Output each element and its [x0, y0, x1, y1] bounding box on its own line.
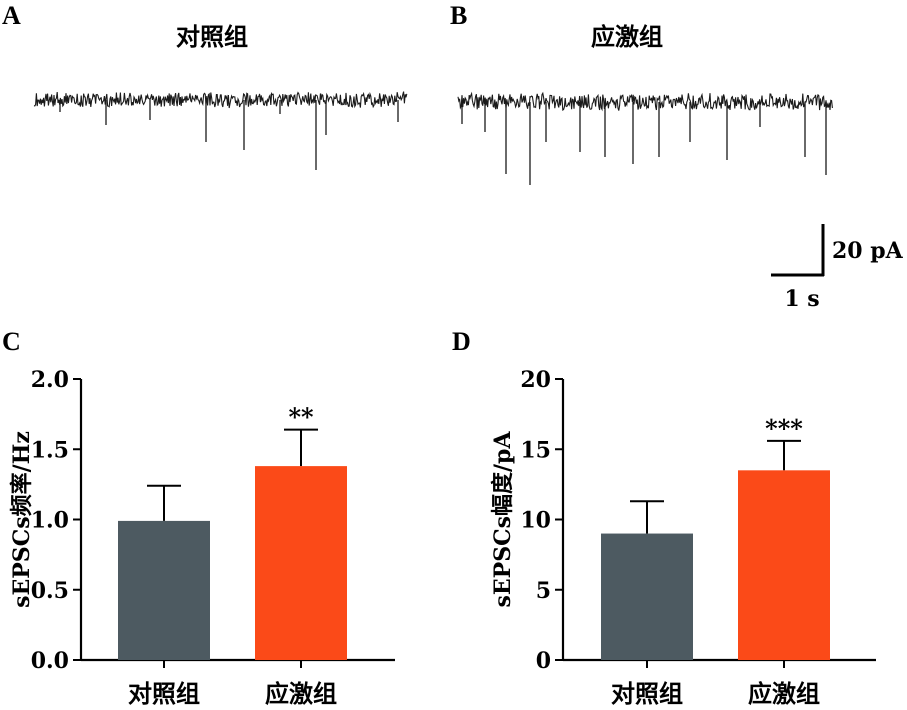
scale-bar-vertical-label: 20 pA — [832, 238, 904, 264]
y-tick-label: 0.5 — [31, 578, 69, 604]
chart-frequency: 0.0 0.5 1.0 1.5 2.0 sEPSCs频率/Hz 对照组 应激组 ** — [9, 367, 395, 708]
significance-marker: *** — [765, 414, 803, 443]
x-tick-label: 对照组 — [128, 680, 200, 708]
trace-control — [33, 91, 408, 170]
y-tick-label: 0.0 — [31, 648, 69, 674]
panel-letter-d: D — [452, 327, 471, 356]
y-axis-label: sEPSCs频率/Hz — [9, 431, 35, 608]
y-tick-label: 20 — [520, 367, 551, 393]
bar-control — [118, 520, 210, 660]
panel-letter-a: A — [2, 1, 21, 30]
scale-bar: 20 pA 1 s — [771, 224, 904, 312]
panel-a-title: 对照组 — [176, 23, 248, 51]
y-tick-label: 5 — [536, 578, 551, 604]
panel-letter-b: B — [450, 1, 467, 30]
panel-b-title: 应激组 — [591, 23, 663, 51]
y-tick-label: 1.5 — [31, 437, 69, 463]
panel-letter-c: C — [2, 327, 21, 356]
y-tick-label: 1.0 — [31, 508, 69, 534]
y-tick-label: 15 — [520, 437, 551, 463]
x-tick-label: 应激组 — [748, 680, 820, 708]
bar-control — [601, 533, 693, 660]
y-axis-label: sEPSCs幅度/pA — [490, 431, 516, 608]
y-tick-label: 10 — [520, 508, 551, 534]
x-tick-label: 应激组 — [265, 680, 337, 708]
significance-marker: ** — [288, 403, 314, 432]
x-tick-label: 对照组 — [611, 680, 683, 708]
y-tick-label: 0 — [536, 648, 551, 674]
trace-stress — [457, 91, 833, 185]
y-tick-label: 2.0 — [31, 367, 69, 393]
bar-stress — [738, 470, 830, 660]
scale-bar-horizontal-label: 1 s — [784, 286, 819, 312]
bar-stress — [255, 466, 347, 660]
chart-amplitude: 0 5 10 15 20 sEPSCs幅度/pA 对照组 应激组 *** — [490, 367, 876, 708]
